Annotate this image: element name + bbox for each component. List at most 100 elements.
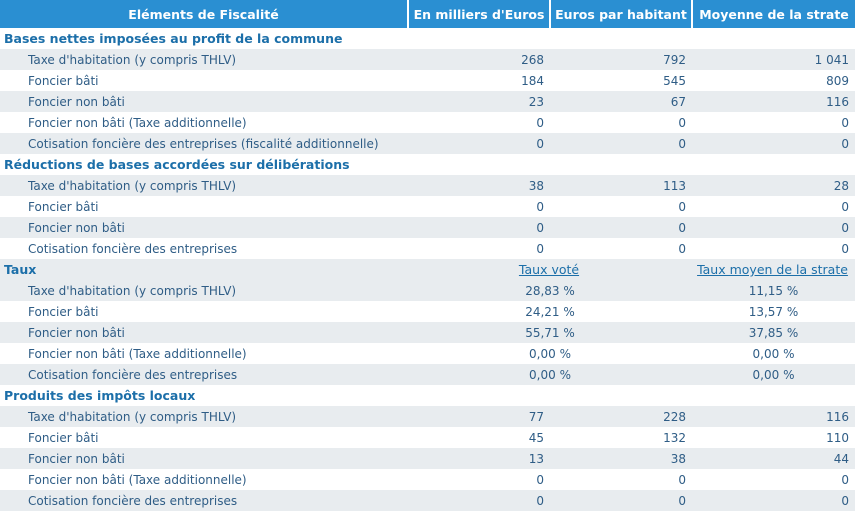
- rate-cell: 28,83 %: [408, 280, 692, 301]
- value-cell: 0: [692, 133, 855, 154]
- data-row: Cotisation foncière des entreprises (fis…: [0, 133, 855, 154]
- data-row: Foncier bâti 24,21 % 13,57 %: [0, 301, 855, 322]
- data-row: Foncier non bâti 23 67 116: [0, 91, 855, 112]
- section-row: Produits des impôts locaux: [0, 385, 855, 406]
- data-row: Taxe d'habitation (y compris THLV) 77 228 1…: [0, 406, 855, 427]
- section-title: Bases nettes imposées au profit de la co…: [4, 31, 343, 46]
- rate-cell: 24,21 %: [525, 304, 575, 319]
- row-label: Foncier non bâti: [0, 217, 408, 238]
- value-cell: 113: [550, 175, 692, 196]
- row-label: Foncier bâti: [28, 73, 99, 88]
- value-cell: 13: [408, 448, 550, 469]
- row-label: Foncier non bâti: [0, 322, 408, 343]
- value-cell: 0: [536, 115, 544, 130]
- column-label: Taux voté: [518, 262, 580, 277]
- row-label: Foncier non bâti: [0, 448, 408, 469]
- data-row: Foncier non bâti (Taxe additionnelle) 0 0 0: [0, 469, 855, 490]
- row-label: Cotisation foncière des entreprises: [0, 364, 408, 385]
- column-header: Eléments de Fiscalité: [0, 0, 408, 28]
- section-title: Réductions de bases accordées sur délibé…: [4, 157, 350, 172]
- rate-cell: 11,15 %: [692, 280, 855, 301]
- value-cell: 28: [692, 175, 855, 196]
- value-cell: 809: [826, 73, 849, 88]
- value-cell: 0: [841, 472, 849, 487]
- data-row: Cotisation foncière des entreprises 0,00 …: [0, 364, 855, 385]
- value-cell: 0: [408, 217, 550, 238]
- rate-cell: 0,00 %: [692, 364, 855, 385]
- row-label: Cotisation foncière des entreprises (fis…: [0, 133, 408, 154]
- rate-cell: 13,57 %: [748, 304, 799, 319]
- value-cell: 545: [663, 73, 686, 88]
- value-cell: 132: [663, 430, 686, 445]
- row-label: Taxe d'habitation (y compris THLV): [0, 175, 408, 196]
- row-label: Foncier bâti: [28, 304, 99, 319]
- data-row: Foncier bâti 0 0 0: [0, 196, 855, 217]
- value-cell: 0: [550, 490, 692, 511]
- row-label: Taxe d'habitation (y compris THLV): [0, 280, 408, 301]
- value-cell: 0: [678, 241, 686, 256]
- rate-cell: 0,00 %: [408, 364, 692, 385]
- data-row: Foncier non bâti (Taxe additionnelle) 0,0…: [0, 343, 855, 364]
- section-row: Taux Taux voté Taux moyen de la strate: [0, 259, 855, 280]
- column-header: Euros par habitant: [549, 0, 692, 28]
- row-label: Foncier non bâti (Taxe additionnelle): [28, 472, 247, 487]
- row-label: Foncier bâti: [28, 430, 99, 445]
- row-label: Foncier non bâti: [0, 91, 408, 112]
- value-cell: 0: [841, 115, 849, 130]
- value-cell: 23: [408, 91, 550, 112]
- value-cell: 0: [841, 199, 849, 214]
- data-row: Foncier non bâti 0 0 0: [0, 217, 855, 238]
- value-cell: 0: [408, 490, 550, 511]
- data-row: Foncier non bâti (Taxe additionnelle) 0 0 0: [0, 112, 855, 133]
- value-cell: 0: [678, 199, 686, 214]
- row-label: Foncier non bâti (Taxe additionnelle): [28, 115, 247, 130]
- value-cell: 45: [528, 430, 544, 445]
- value-cell: 0: [678, 472, 686, 487]
- row-label: Foncier bâti: [28, 199, 99, 214]
- section-title: Taux: [0, 259, 408, 280]
- section-row: Bases nettes imposées au profit de la co…: [0, 28, 855, 49]
- rate-cell: 0,00 %: [529, 346, 571, 361]
- data-row: Foncier bâti 184 545 809: [0, 70, 855, 91]
- section-row: Réductions de bases accordées sur délibé…: [0, 154, 855, 175]
- section-title: Produits des impôts locaux: [4, 388, 196, 403]
- data-row: Cotisation foncière des entreprises 0 0 0: [0, 490, 855, 511]
- row-label: Foncier non bâti (Taxe additionnelle): [28, 346, 247, 361]
- value-cell: 0: [408, 133, 550, 154]
- data-row: Taxe d'habitation (y compris THLV) 38 113 2…: [0, 175, 855, 196]
- row-label: Cotisation foncière des entreprises: [0, 490, 408, 511]
- value-cell: 116: [692, 406, 855, 427]
- row-label: Taxe d'habitation (y compris THLV): [0, 49, 408, 70]
- header-row: Eléments de Fiscalité En milliers d'Euros…: [0, 0, 855, 28]
- rate-cell: 55,71 %: [408, 322, 692, 343]
- value-cell: 116: [692, 91, 855, 112]
- data-row: Taxe d'habitation (y compris THLV) 28,83 …: [0, 280, 855, 301]
- value-cell: 38: [408, 175, 550, 196]
- value-cell: 0: [550, 133, 692, 154]
- column-label-cell: Taux voté: [408, 259, 692, 280]
- column-header: Moyenne de la strate: [691, 0, 855, 28]
- row-label: Cotisation foncière des entreprises: [28, 241, 238, 256]
- value-cell: 77: [408, 406, 550, 427]
- value-cell: 1 041: [692, 49, 855, 70]
- value-cell: 0: [678, 115, 686, 130]
- value-cell: 0: [536, 199, 544, 214]
- value-cell: 67: [550, 91, 692, 112]
- data-row: Cotisation foncière des entreprises 0 0 0: [0, 238, 855, 259]
- rate-cell: 37,85 %: [692, 322, 855, 343]
- data-row: Foncier bâti 45 132 110: [0, 427, 855, 448]
- value-cell: 0: [536, 241, 544, 256]
- value-cell: 110: [826, 430, 849, 445]
- value-cell: 0: [536, 472, 544, 487]
- data-row: Foncier non bâti 13 38 44: [0, 448, 855, 469]
- value-cell: 0: [841, 241, 849, 256]
- value-cell: 0: [550, 217, 692, 238]
- value-cell: 44: [692, 448, 855, 469]
- row-label: Taxe d'habitation (y compris THLV): [0, 406, 408, 427]
- column-label-cell: Taux moyen de la strate: [692, 259, 855, 280]
- value-cell: 228: [550, 406, 692, 427]
- value-cell: 0: [692, 217, 855, 238]
- data-row: Taxe d'habitation (y compris THLV) 268 792…: [0, 49, 855, 70]
